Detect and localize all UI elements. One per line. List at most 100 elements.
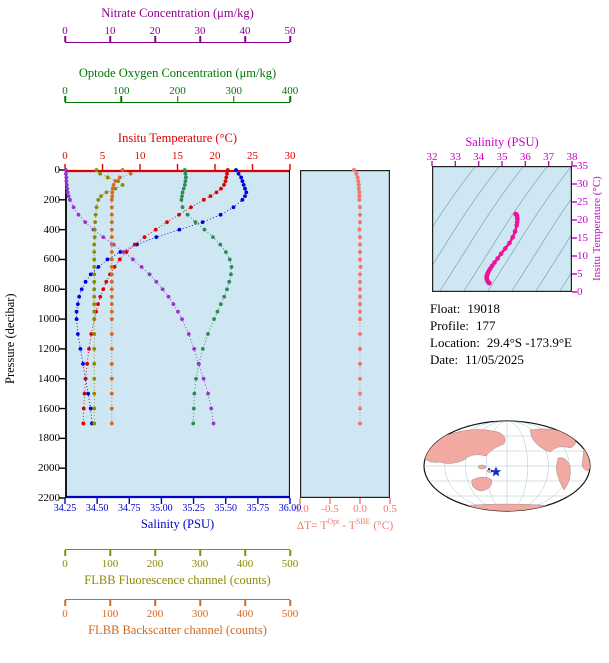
tick-mark [64,600,66,606]
axis-tick-marks [572,165,577,293]
tick-mark [120,96,122,102]
tick-label: 2200 [38,492,60,504]
tick-label: 1800 [38,432,60,445]
info-row-float: Float: 19018 [430,300,608,317]
series-t-s-curve [484,211,520,286]
tick-label: 36.00 [278,503,302,514]
tick-label: 100 [113,85,130,97]
tick-label: 0 [62,608,68,620]
info-label: Location: [430,335,480,350]
tick-label: 200 [146,558,164,570]
nitrate-axis-ticks: 0 10 20 30 40 50 [62,25,295,38]
tick-label: 34.75 [118,503,141,514]
tick-mark [109,36,111,42]
tick-label: 15 [172,150,183,162]
tick-label: 1200 [38,342,60,355]
tick-label: 34.50 [85,503,109,514]
axis-tick-marks [299,498,391,504]
tick-label: -0.5 [321,503,339,515]
tick-mark [244,600,246,606]
tick-label: 0 [62,558,68,570]
tick-label: 20 [577,214,588,226]
axis-tick-marks [64,164,291,170]
pressure-axis-ticks: 0 200 400 600 800 1000 1200 1400 1600 1800 2000 220… [26,164,61,504]
tick-mark [244,36,246,42]
info-row-location: Location: 29.4°S -173.9°E [430,334,608,351]
ts-salinity-axis-title: Salinity (PSU) [465,135,539,149]
info-label: Date: [430,352,459,367]
tick-label: 400 [281,85,299,97]
axis-tick-marks [59,169,65,499]
series-delta-t [352,168,363,426]
tick-label: 300 [225,85,243,97]
tick-label: 10 [104,25,116,37]
info-value: 29.4°S -173.9°E [486,335,572,350]
tick-label: 0 [62,25,68,37]
tick-mark [154,600,156,606]
delta-t-plot [299,168,391,504]
tick-label: 37 [543,151,555,163]
tick-label: 300 [191,558,209,570]
fluorescence-axis-title: FLBB Fluorescence channel (counts) [84,573,271,587]
tick-label: 25 [247,150,258,162]
tick-label: 30 [194,25,206,37]
ts-diagram-plot [431,161,577,293]
tick-mark [199,550,201,556]
backscatter-axis-ticks: 0 100 200 300 400 500 [62,608,298,621]
tick-label: 34 [473,151,485,163]
tick-mark [199,600,201,606]
density-contours [433,167,571,291]
ts-salinity-axis-ticks: 32 33 34 35 36 37 38 [427,151,578,164]
oxygen-axis-ticks: 0 100 200 300 400 [62,85,298,98]
tick-label: 500 [281,558,299,570]
nitrate-axis-title: Nitrate Concentration (μm/kg) [101,6,254,20]
label-part: (°C) [370,519,394,532]
ts-temperature-axis-ticks: 0 5 10 15 20 25 30 35 [575,160,599,298]
fluorescence-axis-ticks: 0 100 200 300 400 500 [62,558,298,571]
tick-label: 32 [426,151,438,163]
tick-mark [233,96,235,102]
tick-mark [176,96,179,102]
tick-label: 10 [134,150,146,162]
tick-label: 36 [519,151,531,163]
backscatter-axis-line [64,599,291,609]
tick-label: 50 [284,25,296,37]
tick-label: -1.0 [291,503,309,515]
tick-label: 10 [577,250,588,262]
tick-label: 35.00 [150,503,173,514]
info-row-profile: Profile: 177 [430,317,608,334]
axis-tick-marks [431,161,573,166]
world-map [423,420,591,512]
label-part: Opt [327,517,340,526]
tick-label: 34.25 [53,503,77,514]
tick-label: 0 [54,164,61,176]
tick-label: 0 [62,85,68,97]
series-flbb-fluorescence [92,168,125,426]
series-optode-oxygen [179,168,234,426]
tick-label: 0 [577,286,583,298]
tick-label: 200 [169,85,186,97]
nitrate-axis-line [64,33,291,43]
temperature-axis-ticks: 0 5 10 15 20 25 30 [62,150,295,163]
tick-label: 1600 [38,402,60,415]
plot-frame [432,166,573,293]
tick-label: 1000 [38,313,60,326]
tick-label: 400 [43,223,61,236]
label-part: SBE [355,517,371,526]
tick-label: 25 [577,196,588,208]
info-label: Float: [430,301,461,316]
fluorescence-axis-line [64,549,291,559]
tick-mark [64,96,66,102]
tick-label: 0.0 [353,503,367,515]
series-flbb-backscatter [109,168,133,426]
tick-label: 200 [146,608,164,620]
tick-label: 30 [284,150,296,162]
tick-mark [154,550,156,556]
tick-mark [64,36,66,42]
tick-mark [154,36,156,42]
tick-mark [109,550,111,556]
tick-label: 33 [449,151,461,163]
tick-label: 800 [43,283,61,296]
tick-mark [289,600,291,606]
tick-label: 100 [101,608,119,620]
